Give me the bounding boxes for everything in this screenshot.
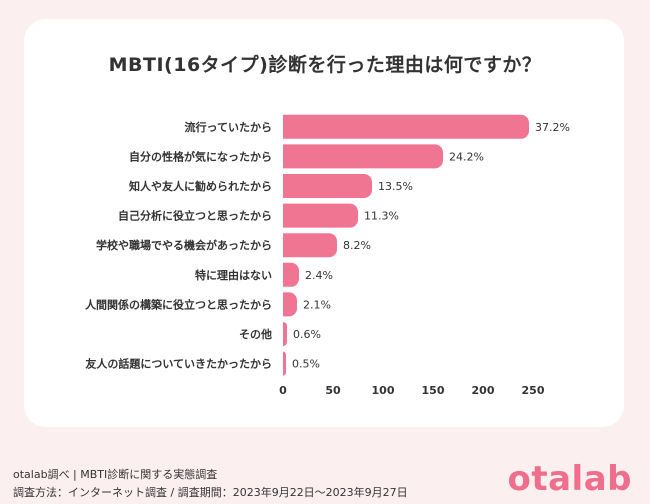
footer-method: 調査方法：インターネット調査 / 調査期間：2023年9月22日〜2023年9月… (13, 486, 408, 499)
value-label: 37.2% (535, 121, 570, 134)
x-tick-label: 100 (372, 384, 395, 397)
x-tick-label: 0 (279, 384, 287, 397)
category-label: 友人の話題についていきたかったから (85, 357, 272, 371)
value-label: 0.6% (293, 328, 321, 341)
bar (283, 292, 297, 317)
category-label: 学校や職場でやる機会があったから (96, 238, 272, 252)
category-label: 自己分析に役立つと思ったから (118, 209, 272, 223)
x-tick-label: 200 (472, 384, 495, 397)
category-label: 特に理由はない (195, 268, 272, 282)
category-label: その他 (239, 327, 272, 341)
value-label: 2.4% (305, 269, 333, 282)
value-label: 2.1% (303, 298, 331, 311)
bar (283, 144, 443, 169)
x-tick-label: 250 (522, 384, 545, 397)
footer-source: otalab調べ | MBTI診断に関する実態調査 (13, 468, 218, 481)
x-tick-label: 150 (422, 384, 445, 397)
value-label: 24.2% (449, 150, 484, 163)
category-label: 知人や友人に勧められたから (128, 179, 272, 193)
bar (283, 322, 287, 346)
category-label: 自分の性格が気になったから (129, 149, 272, 163)
value-label: 8.2% (343, 239, 371, 252)
bar (283, 174, 372, 198)
chart-title: MBTI(16タイプ)診断を行った理由は何ですか？ (108, 54, 542, 76)
value-label: 0.5% (292, 358, 320, 371)
bar (283, 114, 529, 139)
category-label: 流行っていたから (185, 120, 272, 134)
bar (283, 233, 337, 258)
x-axis-ticks: 0 50 100 150 200 250 (279, 384, 545, 397)
bars-group: 流行っていたから 37.2% 自分の性格が気になったから 24.2% 知人や友人に勧めら… (85, 114, 570, 376)
bar (283, 203, 358, 228)
category-label: 人間関係の構築に役立つと思ったから (85, 297, 272, 311)
bar (283, 351, 286, 376)
value-label: 13.5% (378, 180, 413, 193)
value-label: 11.3% (364, 210, 399, 223)
bar (283, 262, 299, 287)
otalab-logo: otalab (507, 459, 632, 499)
x-tick-label: 50 (325, 384, 341, 397)
